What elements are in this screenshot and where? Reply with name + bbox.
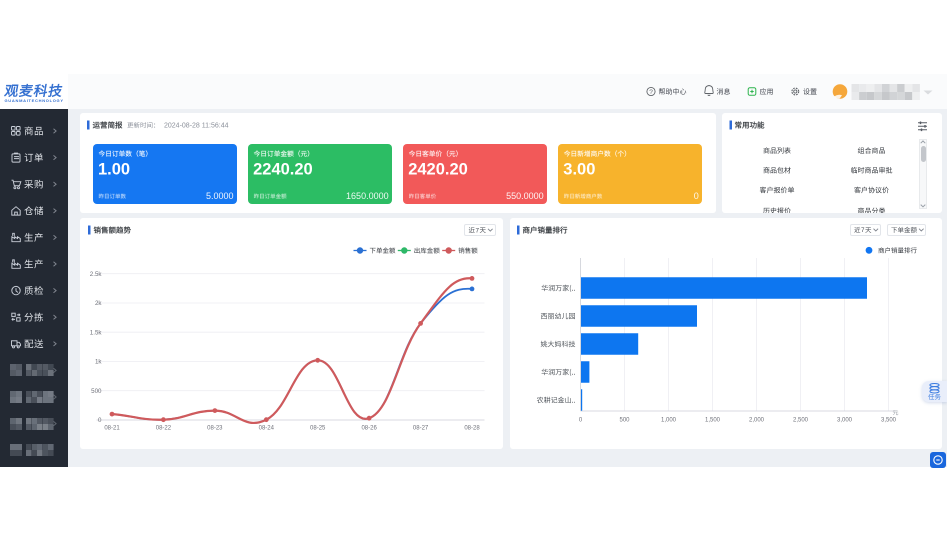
svg-text:550.0000: 550.0000 <box>506 191 544 201</box>
svg-text:1k: 1k <box>95 359 102 366</box>
svg-text:7: 7 <box>476 227 480 234</box>
svg-text:GUANMAITECHNOLOGY: GUANMAITECHNOLOGY <box>5 98 64 103</box>
svg-text:2k: 2k <box>95 300 102 307</box>
svg-text:2,000: 2,000 <box>749 417 765 423</box>
svg-text:7: 7 <box>861 227 865 234</box>
svg-text:1,000: 1,000 <box>661 417 677 423</box>
svg-text:08-28: 08-28 <box>464 426 480 432</box>
svg-text:08-25: 08-25 <box>310 426 326 432</box>
svg-text:1650.0000: 1650.0000 <box>346 191 389 201</box>
svg-text:3.00: 3.00 <box>563 160 595 178</box>
svg-text:1.5k: 1.5k <box>90 329 103 336</box>
svg-text:0: 0 <box>694 191 699 201</box>
svg-text:08-26: 08-26 <box>361 426 377 432</box>
svg-text:2240.20: 2240.20 <box>253 160 313 178</box>
svg-text:08-27: 08-27 <box>413 426 429 432</box>
svg-text:?: ? <box>649 89 653 96</box>
svg-text:500: 500 <box>91 388 102 395</box>
svg-text:0: 0 <box>98 417 102 424</box>
svg-text:2,500: 2,500 <box>793 417 809 423</box>
svg-text:0: 0 <box>579 417 583 423</box>
svg-text:3,000: 3,000 <box>837 417 853 423</box>
svg-text:1.00: 1.00 <box>98 160 130 178</box>
svg-text:1,500: 1,500 <box>705 417 721 423</box>
svg-text:08-24: 08-24 <box>259 426 275 432</box>
svg-text:5.0000: 5.0000 <box>206 191 234 201</box>
svg-text:500: 500 <box>619 417 630 423</box>
svg-text:08-22: 08-22 <box>156 426 172 432</box>
svg-text:2.5k: 2.5k <box>90 271 103 278</box>
svg-text:08-23: 08-23 <box>207 426 223 432</box>
svg-text:2024-08-28 11:56:44: 2024-08-28 11:56:44 <box>164 123 229 130</box>
svg-text:08-21: 08-21 <box>104 426 120 432</box>
svg-text:3,500: 3,500 <box>881 417 897 423</box>
svg-text:2420.20: 2420.20 <box>408 160 468 178</box>
